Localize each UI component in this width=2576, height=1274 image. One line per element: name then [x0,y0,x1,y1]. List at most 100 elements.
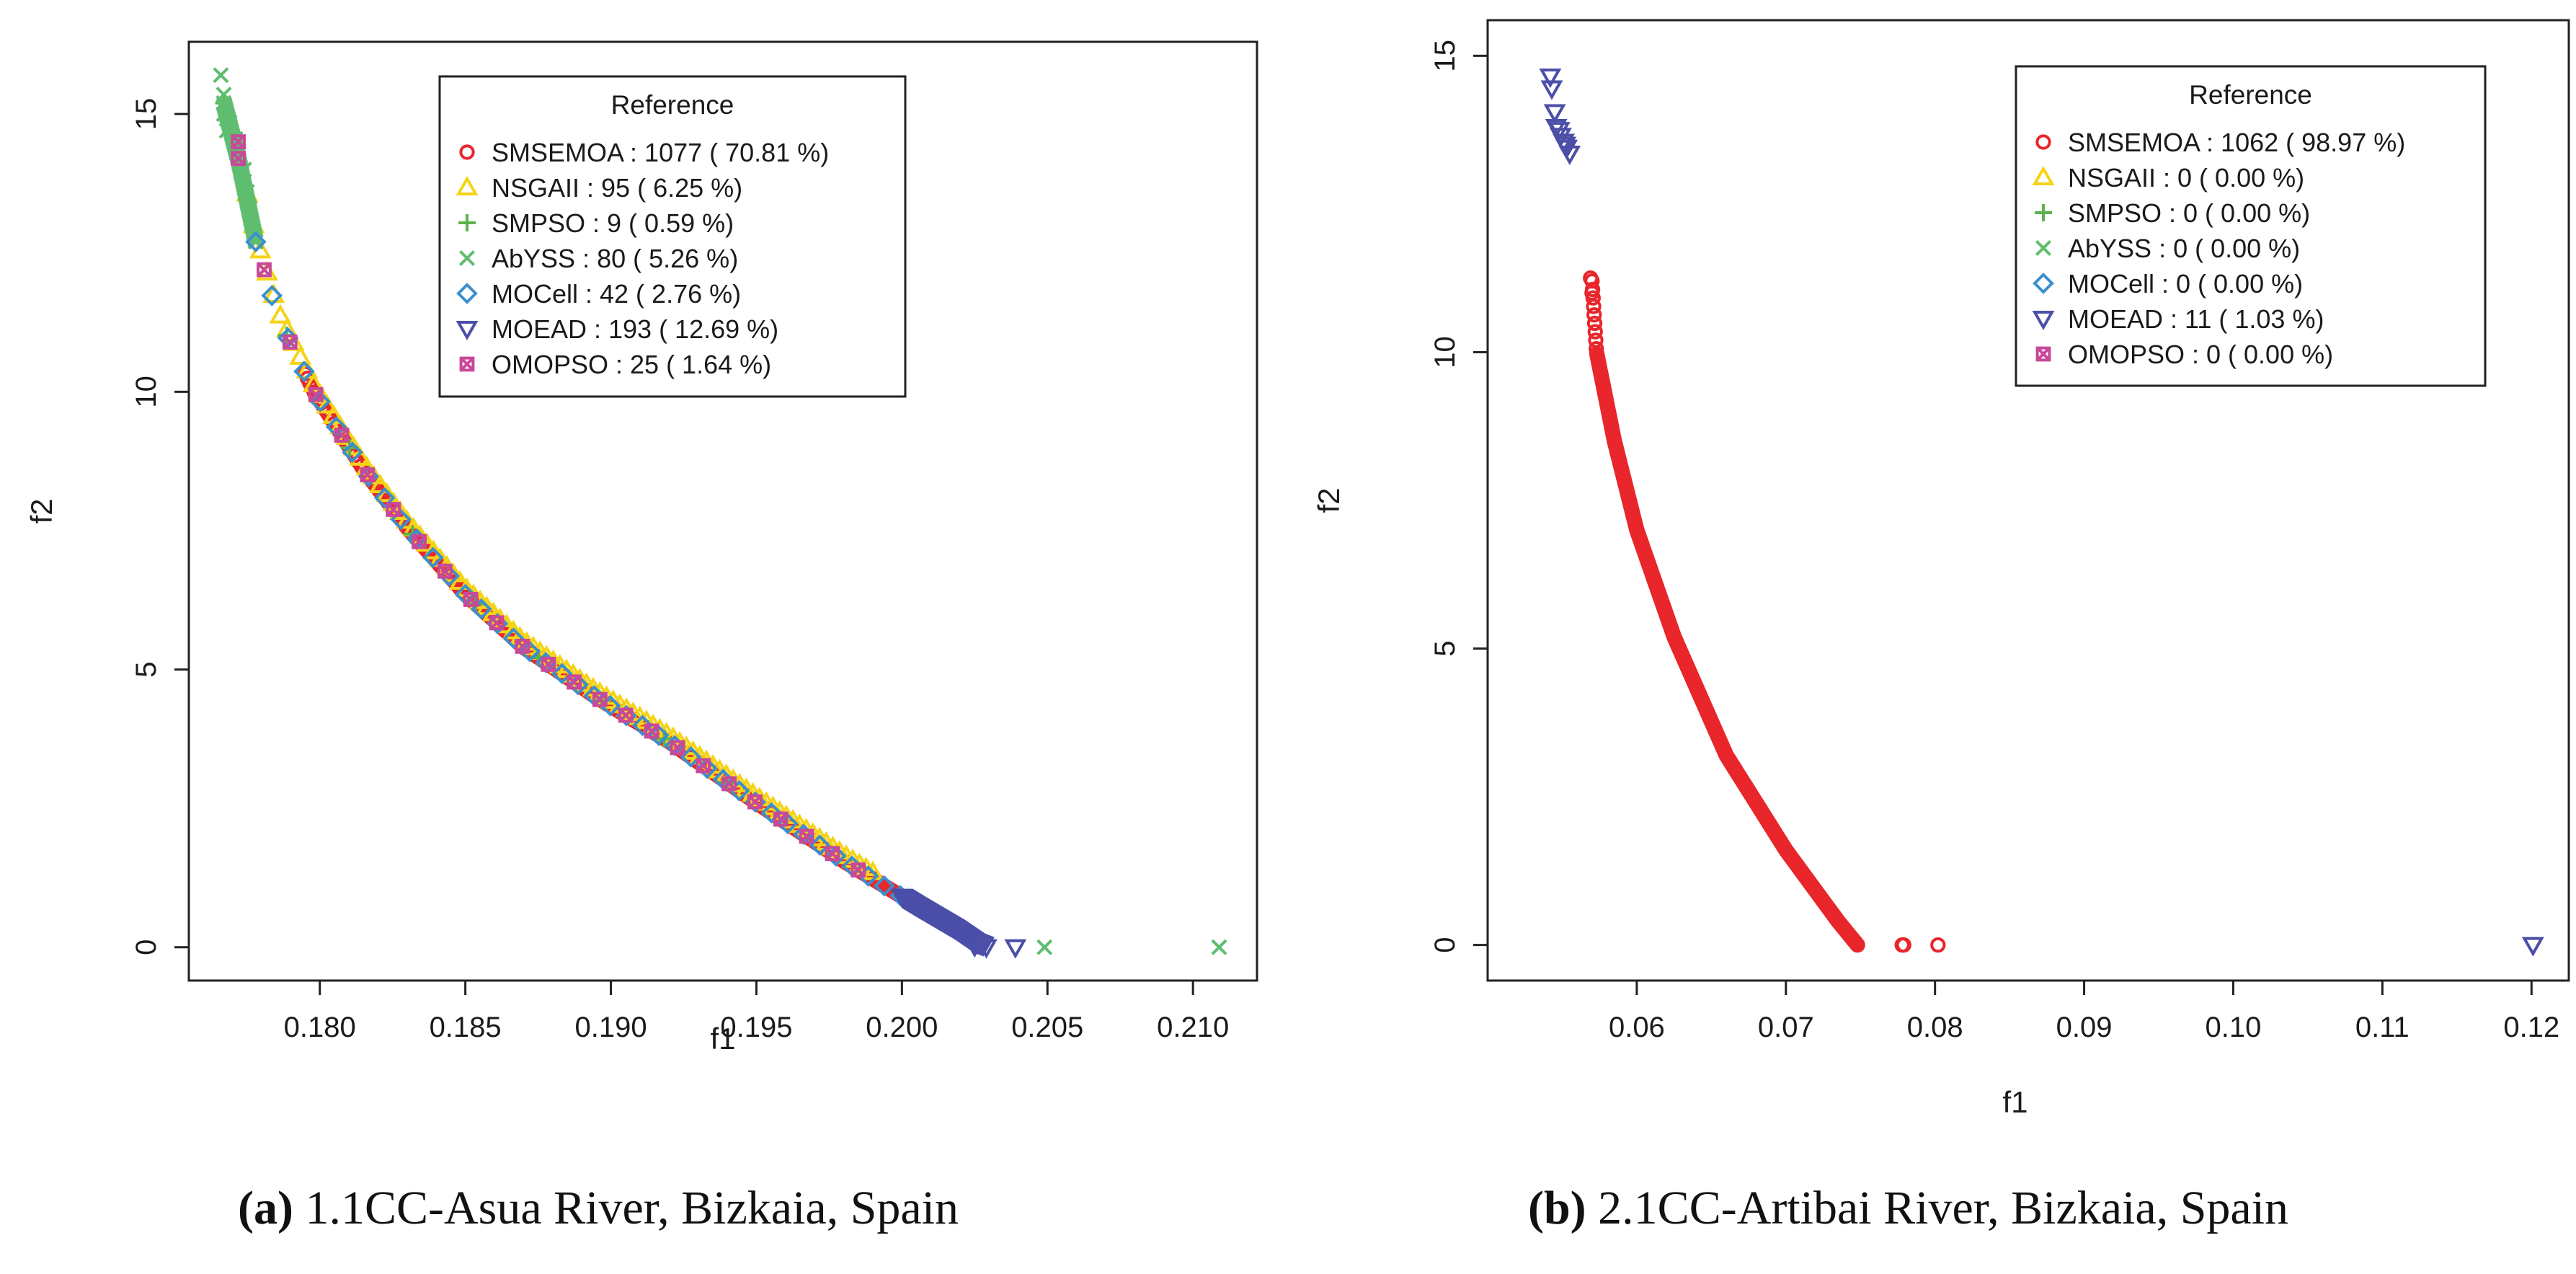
point-omopso [670,740,685,756]
legend-box [438,75,907,398]
point-smsemoa [1586,315,1603,332]
point-omopso [567,674,582,690]
point-abyss [1036,939,1053,955]
point-nsgaii [369,473,391,493]
legend-marker-moead [2032,311,2055,331]
legend-label-omopso: OMOPSO : 0 ( 0.00 %) [2068,340,2333,369]
legend-label-nsgaii: NSGAII : 95 ( 6.25 %) [492,173,742,203]
point-nsgaii [289,345,312,365]
point-moead [975,939,998,959]
point-mocell [342,441,363,464]
y-axis-label: f2 [1312,487,1346,513]
plot-frame [187,40,1258,982]
point-omopso [308,386,324,402]
series-omopso [231,134,866,878]
series-smsemoa [297,366,982,950]
legend-label-mocell: MOCell : 0 ( 0.00 %) [2068,269,2303,298]
point-moead [1543,104,1566,124]
caption-a: (a) 1.1CC-Asua River, Bizkaia, Spain [238,1181,959,1236]
caption-b-label: (b) [1528,1182,1586,1234]
caption-a-text: 1.1CC-Asua River, Bizkaia, Spain [305,1182,959,1234]
x-tick-label: 0.10 [2206,1012,2262,1043]
x-tick-label: 0.205 [1011,1012,1083,1043]
point-omopso [696,758,711,774]
point-omopso [412,534,427,549]
legend-marker-smpso [2035,204,2052,221]
point-nsgaii [269,304,292,324]
series-smsemoa [1583,270,1946,953]
point-moead [1547,122,1571,142]
legend-label-abyss: AbYSS : 80 ( 5.26 %) [492,244,738,273]
x-tick-label: 0.180 [284,1012,356,1043]
legend: Reference SMSEMOA : 1062 ( 98.97 %) NSGAII… [2015,65,2487,387]
point-omopso [231,134,247,150]
point-omopso [799,828,814,844]
legend-marker-abyss [458,249,476,267]
point-nsgaii [422,539,445,559]
legend-label-smpso: SMPSO : 0 ( 0.00 %) [2068,198,2310,228]
point-omopso [541,656,556,672]
legend-marker-moead [456,321,479,341]
point-mocell [293,360,315,382]
legend-marker-mocell [456,283,478,304]
legend-marker-nsgaii [456,175,479,195]
point-moead [963,938,986,958]
legend-marker-mocell [2033,273,2054,294]
point-omopso [850,862,866,878]
point-mocell [680,746,702,768]
y-axis-label: f2 [25,498,58,523]
y-tick-label: 15 [130,98,162,131]
point-moead [1004,939,1027,959]
point-omopso [463,592,479,607]
legend-title: Reference [611,90,734,120]
panel-b: 0.06 0.07 0.08 0.09 0.10 0.11 0.12 0 5 10 15 f1 f2 Re… [1312,19,2570,1119]
legend-marker-omopso [2035,346,2051,362]
point-moead [1558,146,1581,166]
x-tick-label: 0.09 [2056,1012,2113,1043]
point-omopso [334,428,350,443]
y-tick-label: 15 [1429,40,1461,72]
series-moead [1539,68,2544,957]
point-smsemoa [1896,937,1911,953]
series-moead [890,888,1027,959]
y-tick-label: 0 [1429,937,1461,953]
legend-marker-omopso [459,356,475,372]
point-omopso [386,502,401,517]
y-tick-label: 10 [130,376,162,408]
point-nsgaii [316,394,339,414]
point-abyss [221,114,238,131]
x-axis-label: f1 [710,1022,735,1056]
point-abyss [1211,939,1227,955]
point-mocell [373,487,396,509]
point-mocell [309,391,332,412]
y-tick-label: 10 [1429,336,1461,368]
y-tick-label: 0 [130,939,162,955]
plot-frame [1486,19,2570,982]
legend-marker-smsemoa [2035,134,2051,150]
legend-label-smsemoa: SMSEMOA : 1077 ( 70.81 %) [492,138,829,167]
legend-box [2015,65,2487,387]
point-omopso [489,615,505,631]
x-tick-label: 0.12 [2503,1012,2559,1043]
point-omopso [618,707,634,723]
point-smsemoa [1583,270,1599,286]
point-abyss [216,87,232,103]
point-omopso [592,691,608,707]
legend-label-omopso: OMOPSO : 25 ( 1.64 %) [492,350,771,379]
point-smsemoa [1930,937,1946,953]
legend-label-moead: MOEAD : 193 ( 12.69 %) [492,314,778,344]
point-mocell [631,715,654,737]
point-mocell [502,627,525,650]
x-tick-label: 0.190 [574,1012,647,1043]
legend-label-nsgaii: NSGAII : 0 ( 0.00 %) [2068,163,2304,193]
legend-label-smsemoa: SMSEMOA : 1062 ( 98.97 %) [2068,128,2405,157]
legend-marker-abyss [2035,239,2052,257]
caption-a-label: (a) [238,1182,293,1234]
x-tick-label: 0.08 [1907,1012,1963,1043]
point-smsemoa [1584,285,1600,301]
x-tick-label: 0.06 [1609,1012,1665,1043]
x-tick-label: 0.185 [430,1012,502,1043]
point-abyss [241,200,258,217]
data-points [1539,68,2544,957]
